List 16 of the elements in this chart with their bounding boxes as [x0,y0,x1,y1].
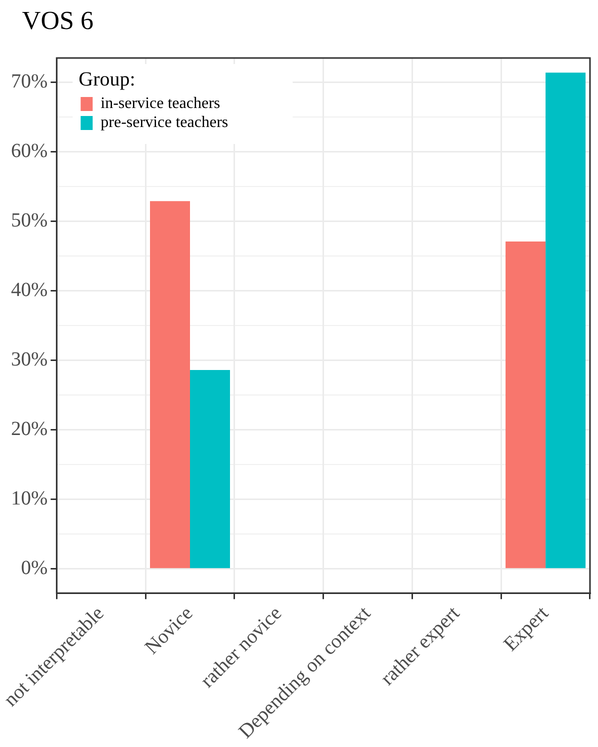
y-tick-label: 50% [10,210,48,232]
y-tick-label: 70% [10,70,48,93]
y-tick-label: 0% [20,557,48,580]
y-tick-label: 60% [10,140,48,162]
legend-title: Group: [78,68,136,90]
y-tick-label: 30% [10,348,48,371]
chart-title: VOS 6 [22,6,94,36]
legend-label: pre-service teachers [100,114,228,132]
y-tick-label: 40% [10,279,48,302]
bar [506,241,546,568]
legend-label: in-service teachers [100,95,220,112]
bar [190,370,230,568]
y-tick-label: 10% [10,488,48,510]
bar [546,72,586,568]
bar [150,201,190,568]
y-tick-label: 20% [10,418,48,440]
